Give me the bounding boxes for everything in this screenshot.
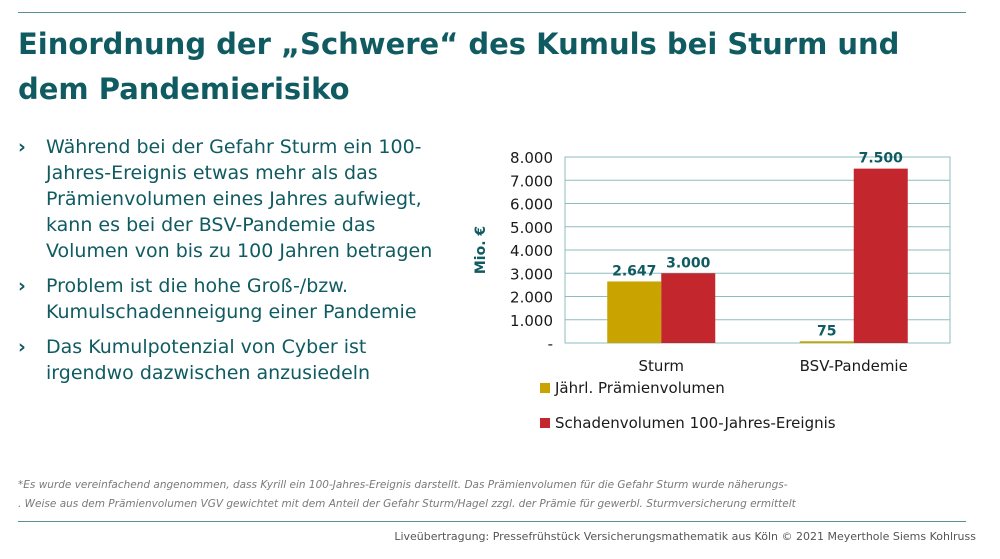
bullet-item: › Das Kumulpotenzial von Cyber ist irgend… bbox=[18, 334, 438, 386]
bullet-text: Während bei der Gefahr Sturm ein 100-Jah… bbox=[46, 136, 433, 262]
footnote: *Es wurde vereinfachend angenommen, dass… bbox=[18, 476, 978, 514]
bullet-text: Das Kumulpotenzial von Cyber ist irgendw… bbox=[46, 336, 371, 384]
bar bbox=[853, 168, 908, 343]
y-tick-label: 6.000 bbox=[510, 196, 553, 214]
chart-svg: - 1.000 2.000 3.000 4.000 5.000 6.000 7.000 8.00… bbox=[473, 149, 951, 432]
legend-swatch bbox=[540, 418, 550, 428]
y-tick-label: 8.000 bbox=[510, 149, 553, 167]
chevron-right-icon: › bbox=[18, 136, 26, 158]
y-tick-label: 4.000 bbox=[510, 242, 553, 260]
legend-label: Jährl. Prämienvolumen bbox=[554, 379, 725, 397]
legend-label: Schadenvolumen 100-Jahres-Ereignis bbox=[555, 414, 836, 432]
bar bbox=[661, 273, 716, 343]
x-tick-label: BSV-Pandemie bbox=[800, 357, 908, 375]
legend-swatch bbox=[540, 383, 550, 393]
data-label: 75 bbox=[817, 323, 836, 339]
bar-chart: - 1.000 2.000 3.000 4.000 5.000 6.000 7.000 8.00… bbox=[455, 135, 965, 449]
chevron-right-icon: › bbox=[18, 336, 26, 358]
bullet-item: › Problem ist die hohe Groß-/bzw. Kumulsc… bbox=[18, 273, 438, 325]
footer-text: Liveübertragung: Pressefrühstück Versich… bbox=[394, 530, 976, 543]
top-rule bbox=[18, 12, 966, 13]
y-tick-label: 5.000 bbox=[510, 219, 553, 237]
y-tick-label: 2.000 bbox=[510, 289, 553, 307]
chevron-right-icon: › bbox=[18, 275, 26, 297]
data-label: 7.500 bbox=[859, 151, 904, 167]
bar bbox=[607, 281, 662, 343]
footnote-line: *Es wurde vereinfachend angenommen, dass… bbox=[18, 479, 788, 491]
y-tick-label: 7.000 bbox=[510, 172, 553, 190]
y-tick-label: 3.000 bbox=[510, 265, 553, 283]
data-label: 3.000 bbox=[666, 255, 711, 271]
bullet-list: › Während bei der Gefahr Sturm ein 100-Ja… bbox=[18, 134, 438, 395]
bullet-item: › Während bei der Gefahr Sturm ein 100-Ja… bbox=[18, 134, 438, 264]
x-tick-label: Sturm bbox=[639, 357, 684, 375]
page-title: Einordnung der „Schwere“ des Kumuls bei … bbox=[18, 27, 900, 106]
y-tick-label: 1.000 bbox=[510, 312, 553, 330]
bottom-rule bbox=[18, 521, 966, 522]
y-axis-label: Mio. € bbox=[473, 226, 489, 274]
footnote-line: . Weise aus dem Prämienvolumen VGV gewic… bbox=[18, 498, 796, 510]
data-label: 2.647 bbox=[612, 263, 656, 279]
y-tick-label: - bbox=[548, 335, 553, 353]
bar bbox=[799, 341, 854, 343]
bullet-text: Problem ist die hohe Groß-/bzw. Kumulsch… bbox=[46, 275, 417, 323]
